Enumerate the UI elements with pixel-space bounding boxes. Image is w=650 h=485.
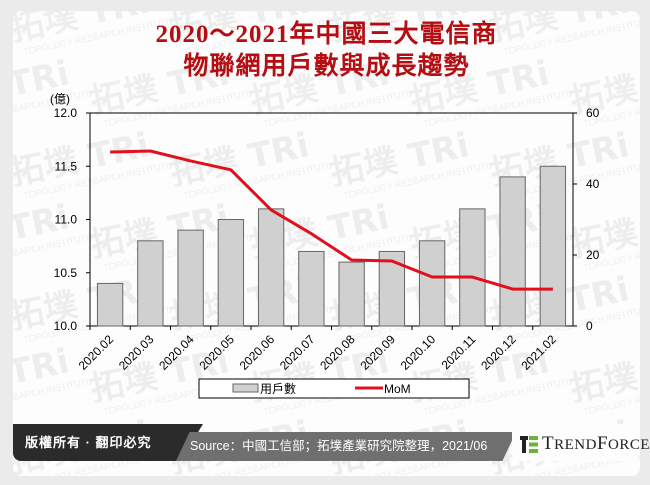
x-axis-label: 2020.09 — [357, 332, 398, 373]
x-axis-label: 2020.10 — [398, 332, 439, 373]
legend-bar-label: 用戶數 — [260, 382, 296, 396]
footer-bar: 版權所有 · 翻印必究 Source：中國工信部；拓墣產業研究院整理，2021/… — [0, 424, 650, 461]
chart-title: 2020～2021年中國三大電信商 物聯網用戶數與成長趨勢 — [13, 19, 640, 83]
left-axis-tick: 10.5 — [54, 266, 78, 280]
x-axis-label: 2020.04 — [156, 332, 197, 373]
bar-2020.11 — [459, 208, 486, 327]
x-axis-label: 2020.02 — [76, 332, 117, 373]
right-axis-tick: 0 — [586, 319, 593, 333]
x-axis-label: 2020.11 — [439, 332, 479, 372]
brand-logo: TRENDFORCE — [512, 424, 650, 461]
right-axis-tick: 40 — [586, 177, 600, 191]
x-axis-label: 2020.05 — [196, 332, 237, 373]
bar-2020.07 — [298, 250, 325, 327]
left-axis-tick: 11.0 — [55, 213, 78, 227]
left-axis-tick: 10.0 — [54, 319, 78, 333]
right-axis-tick: 60 — [586, 106, 600, 120]
legend-line-label: MoM — [384, 382, 411, 396]
bar-2020.03 — [137, 240, 164, 327]
mom-line — [110, 149, 553, 291]
x-axis-label: 2020.07 — [277, 332, 318, 373]
right-axis-tick: 20 — [586, 248, 600, 262]
bar-2020.05 — [217, 219, 245, 327]
legend — [198, 378, 470, 399]
source-note: Source：中國工信部；拓墣產業研究院整理，2021/06 — [176, 432, 516, 461]
x-axis-label: 2020.08 — [317, 332, 358, 373]
title-line-2: 物聯網用戶數與成長趨勢 — [183, 53, 470, 80]
bar-2020.12 — [499, 176, 526, 327]
left-axis-tick: 11.5 — [55, 159, 78, 173]
x-axis-label: 2021.02 — [518, 332, 559, 373]
bar-2021.02 — [539, 165, 567, 327]
bar-2020.02 — [96, 282, 124, 327]
left-axis-tick: 12.0 — [54, 106, 78, 120]
bar-2020.08 — [338, 261, 365, 327]
brand-name: TRENDFORCE — [542, 433, 650, 454]
x-axis-label: 2020.12 — [478, 332, 519, 373]
bar-2020.04 — [177, 229, 204, 327]
title-line-1: 2020～2021年中國三大電信商 — [155, 21, 498, 48]
bar-2020.10 — [418, 240, 446, 327]
copyright-notice: 版權所有 · 翻印必究 — [13, 424, 203, 461]
trendforce-logo-icon — [520, 436, 538, 453]
bar-2020.06 — [257, 208, 285, 327]
legend-bar-swatch — [232, 383, 259, 393]
x-axis-label: 2020.06 — [237, 332, 278, 373]
x-axis-label: 2020.03 — [116, 332, 157, 373]
left-axis-unit: (億) — [50, 92, 70, 106]
